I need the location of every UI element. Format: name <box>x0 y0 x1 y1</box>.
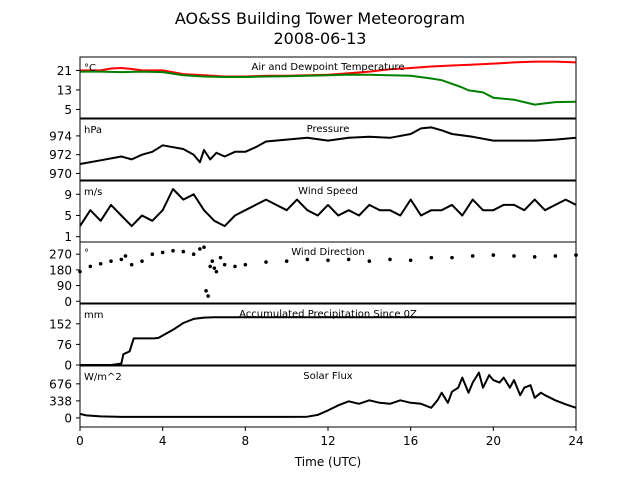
series-line-5-1 <box>80 316 576 366</box>
y-tick-label: 972 <box>49 148 72 162</box>
data-point <box>191 252 196 256</box>
y-tick-label: 338 <box>49 394 72 408</box>
y-tick-label: 76 <box>57 338 72 352</box>
x-tick-label: 20 <box>486 434 501 448</box>
y-tick-label: 974 <box>49 129 72 143</box>
y-tick-label: 13 <box>57 83 72 97</box>
data-point <box>198 247 202 251</box>
y-tick-label: 152 <box>49 317 72 331</box>
data-point <box>408 258 413 263</box>
panel-frame <box>79 56 577 119</box>
panel-title: Solar Flux <box>303 371 353 382</box>
y-tick-label: 970 <box>49 167 72 181</box>
series-line-1-2 <box>80 70 577 106</box>
x-tick-label: 12 <box>320 434 335 448</box>
data-point <box>470 254 475 258</box>
data-point <box>222 262 227 267</box>
unit-label: °C <box>84 63 96 74</box>
panel-2: 970 972 974 hPa Pressure <box>49 118 577 181</box>
data-point <box>367 259 372 263</box>
data-point <box>123 254 128 258</box>
data-point <box>305 257 310 262</box>
data-point <box>129 262 134 267</box>
data-point <box>233 264 237 269</box>
data-point <box>210 259 215 263</box>
panel-1: 5 13 21 °C Air and Dewpoint Temperature <box>57 56 577 119</box>
y-tick-label: 5 <box>64 209 72 223</box>
data-point <box>512 254 516 258</box>
data-point <box>214 269 219 274</box>
data-point <box>98 261 103 266</box>
panel-title: Wind Direction <box>291 247 365 258</box>
data-point <box>140 259 144 263</box>
x-tick-label: 4 <box>159 434 167 448</box>
data-point <box>491 253 496 257</box>
panel-6: 0 338 676 W/m^2 Solar Flux <box>49 365 577 428</box>
data-point <box>119 257 124 262</box>
data-point <box>206 294 210 298</box>
data-point <box>532 255 537 259</box>
data-point <box>202 245 206 250</box>
series-line-3-1 <box>79 188 577 228</box>
unit-label: W/m^2 <box>84 372 122 383</box>
unit-label: m/s <box>84 187 102 198</box>
x-tick-label: 0 <box>76 434 84 448</box>
panel-frame <box>79 118 577 181</box>
data-point <box>208 264 212 269</box>
panel-title: Pressure <box>307 124 350 135</box>
y-tick-label: 270 <box>49 248 72 262</box>
unit-label: ° <box>84 248 89 259</box>
data-point <box>88 264 93 269</box>
data-point <box>212 266 217 270</box>
y-tick-label: 1 <box>64 230 72 244</box>
y-tick-label: 0 <box>64 411 72 425</box>
data-point <box>218 255 223 260</box>
figure-subtitle: 2008-06-13 <box>274 29 367 48</box>
data-point <box>346 257 351 262</box>
unit-label: hPa <box>84 125 102 136</box>
x-tick-label: 24 <box>568 434 583 448</box>
data-point <box>171 248 175 253</box>
y-tick-label: 0 <box>64 295 72 309</box>
panel-frame <box>79 241 577 304</box>
x-tick-label: 8 <box>242 434 250 448</box>
data-point <box>264 260 268 264</box>
data-point <box>429 255 434 260</box>
y-tick-label: 21 <box>57 64 72 78</box>
data-point <box>284 259 289 263</box>
series-line-2-1 <box>79 126 577 165</box>
figure-title: AO&SS Building Tower Meteorogram <box>175 9 465 28</box>
data-point <box>326 258 330 263</box>
panel-title: Wind Speed <box>298 186 358 197</box>
data-point <box>160 250 165 255</box>
y-tick-label: 0 <box>64 359 72 373</box>
data-point <box>450 255 454 260</box>
y-tick-label: 90 <box>57 279 72 293</box>
data-point <box>204 289 208 293</box>
data-point <box>243 262 248 267</box>
panel-frame <box>79 303 577 366</box>
panel-5: 0 76 152 mm Accumulated Precipitation Since … <box>49 303 577 373</box>
x-axis-label: Time (UTC) <box>294 455 361 469</box>
y-tick-label: 5 <box>64 103 72 117</box>
data-point <box>150 252 155 256</box>
y-tick-label: 180 <box>49 263 72 277</box>
data-point <box>181 249 186 254</box>
panel-title: Air and Dewpoint Temperature <box>252 62 405 73</box>
data-point <box>109 259 113 263</box>
data-point <box>388 257 392 262</box>
series-line-6-1 <box>79 371 577 418</box>
panel-title: Accumulated Precipitation Since 0Z <box>239 309 417 320</box>
unit-label: mm <box>84 310 103 321</box>
x-tick-label: 16 <box>403 434 418 448</box>
y-tick-label: 676 <box>49 377 72 391</box>
data-point <box>553 254 558 258</box>
y-tick-label: 9 <box>64 188 72 202</box>
panel-3: 1 5 9 m/s Wind Speed <box>64 180 577 244</box>
